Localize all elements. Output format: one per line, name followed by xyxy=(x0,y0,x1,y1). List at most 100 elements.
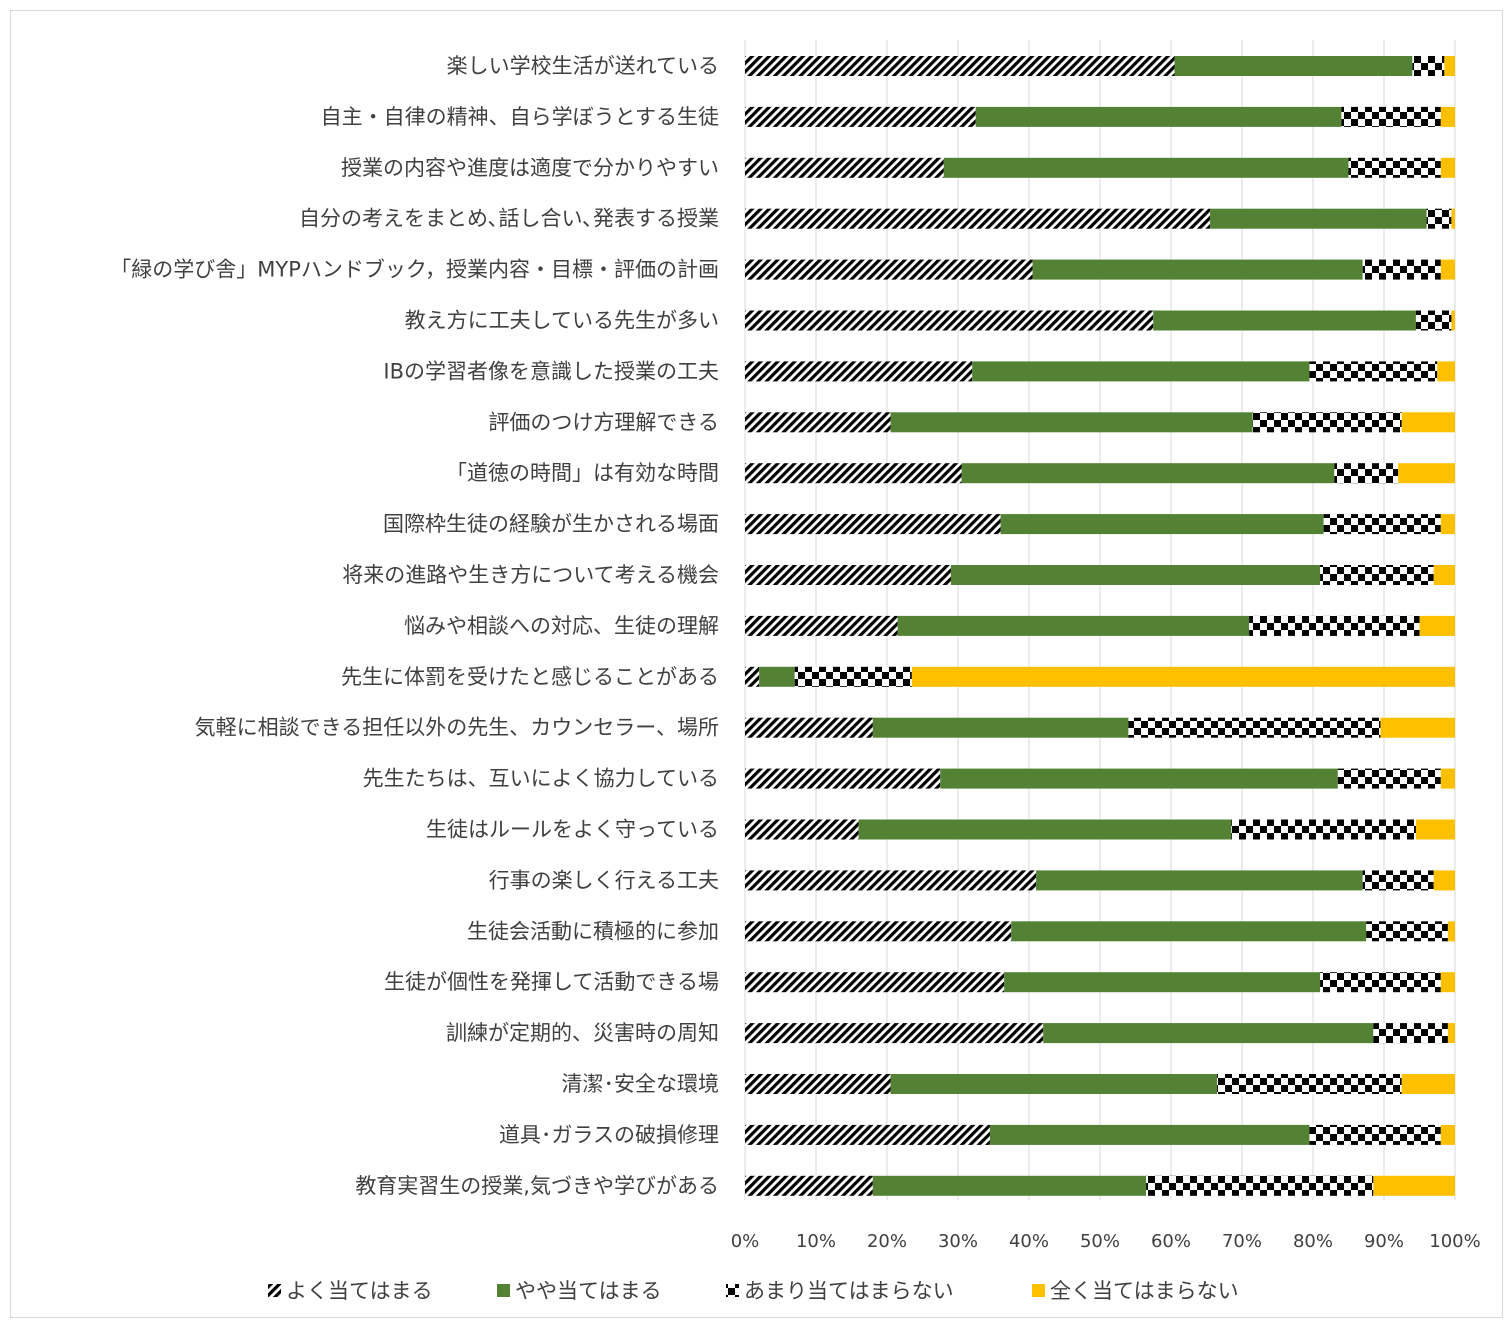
bar-segment-series-2 xyxy=(989,1124,1310,1145)
bar-segment-series-1 xyxy=(745,1023,1044,1044)
bar-segment-series-2 xyxy=(1036,870,1363,891)
bar-segment-series-2 xyxy=(1174,56,1413,76)
legend-item: よく当てはまる xyxy=(268,1279,433,1303)
x-tick-label: 20% xyxy=(867,1231,907,1252)
bar-segment-series-4 xyxy=(1437,361,1455,382)
bar-segment-series-2 xyxy=(1210,208,1427,229)
x-tick-label: 80% xyxy=(1293,1231,1333,1252)
category-label: 教え方に工夫している先生が多い xyxy=(405,309,719,333)
bar-segment-series-3 xyxy=(1337,768,1441,789)
legend-item: 全く当てはまらない xyxy=(1032,1279,1239,1303)
bar-segment-series-1 xyxy=(745,208,1211,229)
bar-segment-series-3 xyxy=(1320,565,1434,585)
bar-segment-series-1 xyxy=(745,1124,990,1145)
bar-segment-series-2 xyxy=(872,717,1129,738)
category-label: 教育実習生の授業,気づきや学びがある xyxy=(355,1174,719,1198)
bar-segment-series-3 xyxy=(1309,361,1438,382)
legend-item: やや当てはまる xyxy=(497,1279,662,1303)
x-tick-label: 90% xyxy=(1364,1231,1404,1252)
bar-segment-series-3 xyxy=(1309,1124,1441,1145)
bar-segment-series-4 xyxy=(1451,208,1455,229)
bar-segment-series-2 xyxy=(890,412,1253,433)
legend-item: あまり当てはまらない xyxy=(726,1279,954,1303)
bar-segment-series-3 xyxy=(1334,463,1399,484)
bar-segment-series-4 xyxy=(1440,157,1455,178)
bar-segment-series-4 xyxy=(1447,921,1455,942)
bar-segment-series-3 xyxy=(1323,514,1441,535)
bar-segment-series-4 xyxy=(1444,56,1455,76)
bar-segment-series-3 xyxy=(1366,921,1448,942)
category-label: 「道徳の時間」は有効な時間 xyxy=(446,461,719,485)
bars xyxy=(745,56,1455,1196)
bar-segment-series-3 xyxy=(1415,310,1452,331)
bar-segment-series-2 xyxy=(972,361,1310,382)
legend: よく当てはまる やや当てはまる あまり当てはまらない 全く当てはまらない xyxy=(268,1279,1239,1303)
bar-segment-series-1 xyxy=(745,819,859,840)
bar-segment-series-3 xyxy=(1348,157,1441,178)
bar-segment-series-4 xyxy=(1440,768,1455,789)
x-tick-label: 50% xyxy=(1080,1231,1120,1252)
x-tick-label: 70% xyxy=(1222,1231,1262,1252)
category-label: 行事の楽しく行える工夫 xyxy=(489,868,719,892)
bar-segment-series-4 xyxy=(1419,615,1455,636)
category-label: 将来の進路や生き方について考える機会 xyxy=(342,563,719,587)
bar-segment-series-1 xyxy=(745,768,941,789)
bar-segment-series-4 xyxy=(1398,463,1455,484)
bar-segment-series-4 xyxy=(1451,310,1455,331)
bar-segment-series-4 xyxy=(1373,1175,1455,1196)
legend-swatch xyxy=(497,1284,510,1297)
x-tick-label: 0% xyxy=(731,1231,760,1252)
category-label: 気軽に相談できる担任以外の先生、カウンセラー、場所 xyxy=(195,716,719,740)
bar-segment-series-2 xyxy=(872,1175,1147,1196)
bar-segment-series-4 xyxy=(911,666,1455,687)
category-label: 自主・自律の精神、自ら学ぼうとする生徒 xyxy=(321,105,719,129)
bar-segment-series-3 xyxy=(1362,259,1441,280)
bar-segment-series-1 xyxy=(745,1074,891,1094)
legend-label: 全く当てはまらない xyxy=(1050,1279,1239,1303)
bar-segment-series-3 xyxy=(1249,615,1420,636)
bar-segment-series-4 xyxy=(1433,565,1455,585)
bar-segment-series-1 xyxy=(745,870,1037,891)
bar-segment-series-1 xyxy=(745,921,1012,942)
bar-segment-series-1 xyxy=(745,56,1175,76)
bar-segment-series-2 xyxy=(759,666,795,687)
bar-segment-series-4 xyxy=(1415,819,1455,840)
category-label: 先生たちは、互いによく協力している xyxy=(363,767,719,791)
legend-label: やや当てはまる xyxy=(515,1279,662,1303)
bar-segment-series-1 xyxy=(745,463,962,484)
bar-segment-series-3 xyxy=(1426,208,1452,229)
bar-segment-series-4 xyxy=(1440,514,1455,535)
category-label: 悩みや相談への対応、生徒の理解 xyxy=(404,614,719,638)
legend-swatch xyxy=(1032,1284,1045,1297)
bar-segment-series-4 xyxy=(1447,1023,1455,1044)
bar-segment-series-2 xyxy=(1032,259,1363,280)
category-label: 訓練が定期的、災害時の周知 xyxy=(446,1021,719,1045)
bar-segment-series-2 xyxy=(890,1074,1218,1094)
bar-segment-series-1 xyxy=(745,666,760,687)
category-label: 清潔･安全な環境 xyxy=(562,1072,720,1096)
bar-segment-series-2 xyxy=(1043,1023,1374,1044)
bar-segment-series-3 xyxy=(1217,1074,1402,1094)
bar-segment-series-4 xyxy=(1440,1124,1455,1145)
category-label: 生徒が個性を発揮して活動できる場 xyxy=(384,970,719,994)
bar-segment-series-1 xyxy=(745,514,1001,535)
category-label: 「緑の学び舎」MYPハンドブック，授業内容・目標・評価の計画 xyxy=(110,258,719,282)
bar-segment-series-3 xyxy=(1362,870,1434,891)
x-tick-labels: 0% 10% 20% 30% 40% 50% 60% 70% 80% 90% 100% xyxy=(731,1231,1481,1252)
bar-segment-series-3 xyxy=(1373,1023,1448,1044)
category-label: 生徒はルールをよく守っている xyxy=(426,818,719,842)
category-label: 先生に体罰を受けたと感じることがある xyxy=(341,665,719,689)
category-label: 国際枠生徒の経験が生かされる場面 xyxy=(383,512,719,536)
bar-segment-series-2 xyxy=(858,819,1232,840)
bar-segment-series-3 xyxy=(1412,56,1445,76)
bar-segment-series-1 xyxy=(745,157,944,178)
bar-segment-series-3 xyxy=(1128,717,1381,738)
bar-segment-series-4 xyxy=(1440,259,1455,280)
x-tick-label: 30% xyxy=(938,1231,978,1252)
bar-segment-series-1 xyxy=(745,717,873,738)
bar-segment-series-1 xyxy=(745,106,976,127)
bar-segment-series-1 xyxy=(745,565,951,585)
bar-segment-series-1 xyxy=(745,412,891,433)
bar-segment-series-2 xyxy=(943,157,1349,178)
bar-segment-series-3 xyxy=(794,666,912,687)
